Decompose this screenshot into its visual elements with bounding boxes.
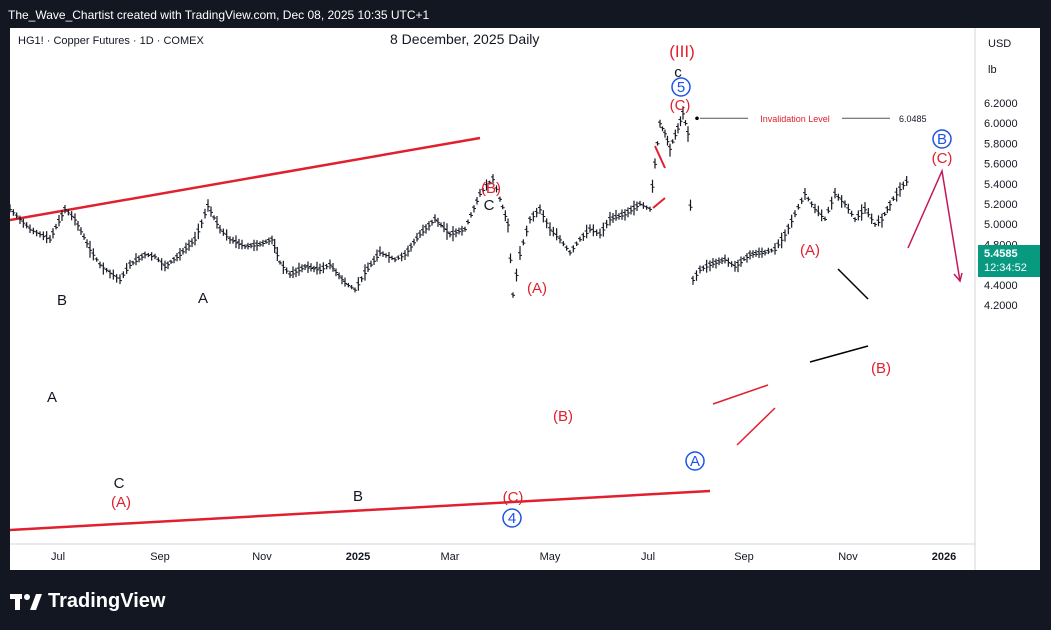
- wave-label: (B): [553, 408, 573, 425]
- wave-circle: [685, 451, 705, 471]
- wave-label: (B): [871, 360, 891, 377]
- wave-label: (C): [503, 489, 524, 506]
- currency-unit[interactable]: USD: [988, 38, 1012, 50]
- x-tick-label: May: [540, 551, 561, 563]
- y-tick-label: 6.0000: [984, 118, 1018, 130]
- y-tick-label: 4.2000: [984, 300, 1018, 312]
- y-tick-label: 6.2000: [984, 98, 1018, 110]
- wave-label: A: [690, 453, 700, 470]
- wedge-line-red: [712, 384, 769, 405]
- wave-label: (C): [932, 150, 953, 167]
- y-tick-label: 4.4000: [984, 280, 1018, 292]
- wave-label: A: [47, 389, 57, 406]
- price-chart[interactable]: 6.2000 6.0000 5.8000 5.6000 5.4000 5.2000 5.00…: [10, 28, 1040, 570]
- y-tick-label: 5.0000: [984, 219, 1018, 231]
- wave-label: A: [198, 290, 208, 307]
- wave-circle: [671, 77, 691, 97]
- invalidation-value: 6.0485: [899, 114, 927, 124]
- x-tick-label: 2025: [346, 551, 370, 563]
- bar-countdown: 12:34:52: [984, 262, 1027, 274]
- wave-label: c: [674, 64, 682, 81]
- current-price-badge: 5.4585 12:34:52: [978, 245, 1040, 277]
- current-price: 5.4585: [984, 248, 1018, 260]
- wedge-line-red: [654, 145, 666, 169]
- x-tick-label: Nov: [838, 551, 858, 563]
- wave-circle: [932, 129, 952, 149]
- symbol-line: HG1! · Copper Futures · 1D · COMEX: [18, 35, 204, 47]
- triangle-line: [837, 268, 869, 300]
- wave-label: B: [937, 131, 947, 148]
- wave-label: 5: [677, 79, 685, 96]
- upper-channel-line: [10, 136, 481, 222]
- x-tick-label: Nov: [252, 551, 272, 563]
- header-credit: The_Wave_Chartist created with TradingVi…: [8, 8, 430, 22]
- y-tick-label: 5.4000: [984, 179, 1018, 191]
- date-label: 8 December, 2025 Daily: [390, 31, 540, 47]
- wave-label: (A): [527, 280, 547, 297]
- y-tick-label: 5.2000: [984, 199, 1018, 211]
- wave-label: (C): [670, 97, 691, 114]
- wave-label: (A): [800, 242, 820, 259]
- wave-label: C: [114, 475, 125, 492]
- wedge-line-red: [652, 197, 666, 209]
- wave-label: B: [353, 488, 363, 505]
- x-tick-label: Mar: [441, 551, 460, 563]
- wave-circle: [502, 508, 522, 528]
- invalidation-label: Invalidation Level: [760, 114, 830, 124]
- wave-label: C: [484, 197, 495, 214]
- wave-label: (A): [111, 494, 131, 511]
- tradingview-logo-icon: [10, 594, 42, 610]
- wedge-line-red: [736, 407, 776, 446]
- x-tick-label: Sep: [734, 551, 754, 563]
- x-tick-label: Jul: [51, 551, 65, 563]
- chart-frame[interactable]: 6.2000 6.0000 5.8000 5.6000 5.4000 5.2000 5.00…: [10, 28, 1040, 570]
- projection-path: [907, 168, 961, 282]
- measure-unit[interactable]: lb: [988, 64, 997, 76]
- invalidation-dot: [695, 116, 699, 121]
- brand-name: TradingView: [48, 590, 166, 612]
- triangle-line: [809, 345, 869, 363]
- x-tick-label: Jul: [641, 551, 655, 563]
- x-tick-label: 2026: [932, 551, 956, 563]
- lower-channel-line: [10, 489, 711, 532]
- wave-label: B: [57, 292, 67, 309]
- wave-label: (B): [481, 180, 501, 197]
- y-tick-label: 5.6000: [984, 159, 1018, 171]
- x-tick-label: Sep: [150, 551, 170, 563]
- y-tick-label: 5.8000: [984, 138, 1018, 150]
- wave-label: 4: [508, 510, 516, 527]
- header-bar: The_Wave_Chartist created with TradingVi…: [0, 0, 1051, 28]
- projection-arrow-head: [953, 272, 963, 283]
- wave-label: (III): [669, 42, 695, 61]
